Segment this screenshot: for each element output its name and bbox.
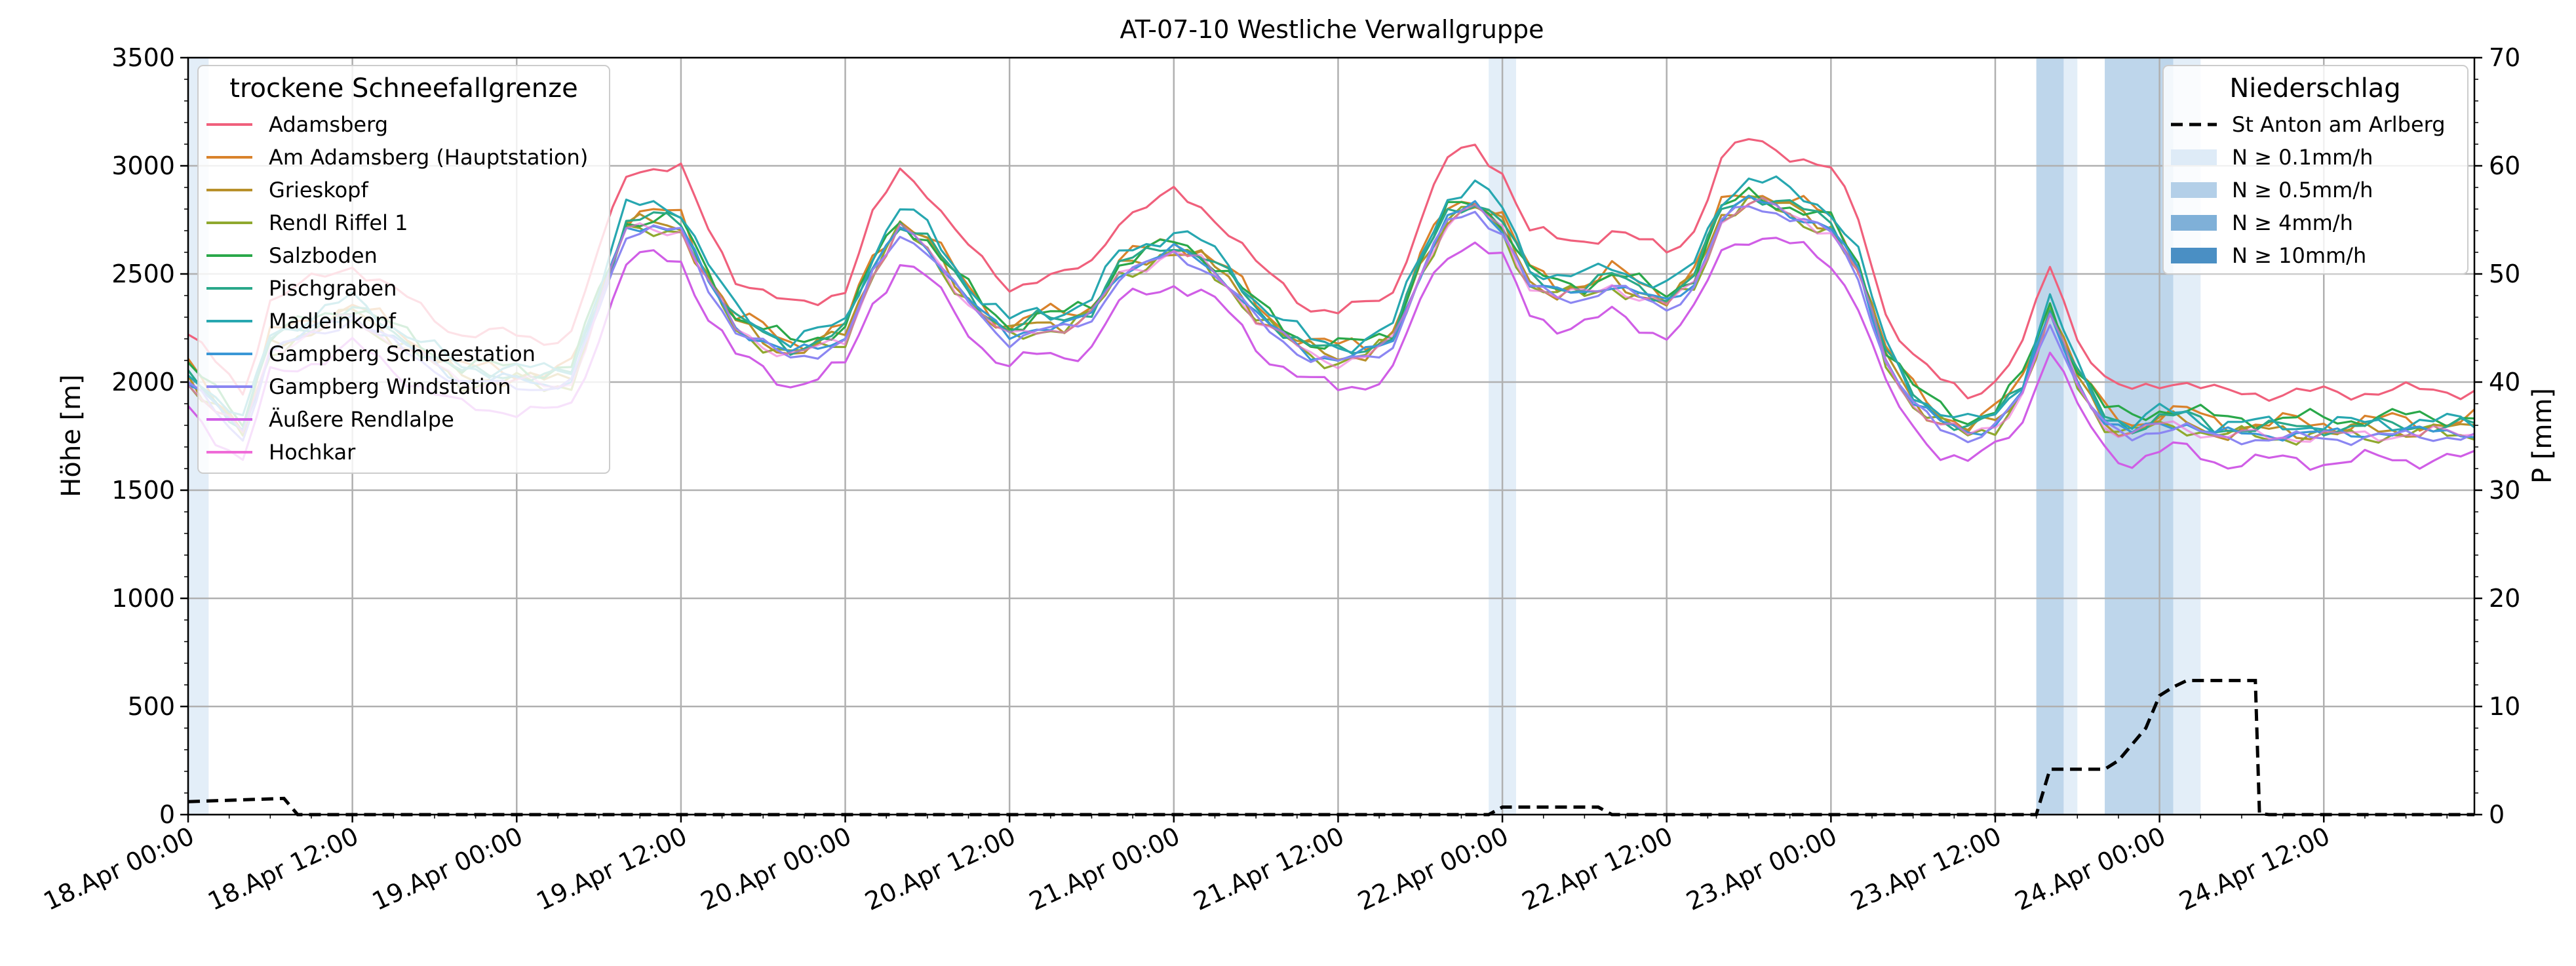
legend-label: Salzboden	[269, 243, 378, 268]
y-tick-label-right: 10	[2489, 692, 2520, 721]
y-tick-label-left: 1000	[111, 584, 175, 613]
y-axis-label-right: P [mm]	[2527, 388, 2558, 484]
x-tick-label: 19.Apr 00:00	[368, 821, 527, 916]
legend-swatch	[2171, 149, 2217, 165]
x-tick-label: 23.Apr 12:00	[1846, 821, 2006, 916]
y-tick-label-right: 50	[2489, 260, 2520, 288]
legend-label: N ≥ 0.5mm/h	[2232, 178, 2373, 203]
y-tick-label-left: 3000	[111, 151, 175, 180]
plot-frame	[187, 56, 2476, 816]
legend-swatch	[2171, 248, 2217, 263]
x-tick-label: 23.Apr 00:00	[1682, 821, 1841, 916]
legend-label: Gampberg Windstation	[269, 374, 511, 399]
x-tick-label: 20.Apr 00:00	[696, 821, 855, 916]
legend-label: Äußere Rendlalpe	[269, 407, 454, 432]
legend-left-title: trockene Schneefallgrenze	[229, 73, 577, 104]
legend-label: Pischgraben	[269, 276, 397, 301]
y-tick-label-right: 20	[2489, 584, 2520, 613]
legend-right-title: Niederschlag	[2229, 73, 2400, 104]
legend-label: N ≥ 10mm/h	[2232, 243, 2366, 268]
x-tick-label: 18.Apr 12:00	[203, 821, 362, 916]
x-tick-label: 21.Apr 12:00	[1189, 821, 1348, 916]
y-tick-label-left: 2500	[111, 260, 175, 288]
legend-swatch	[2171, 215, 2217, 231]
x-tick-label: 18.Apr 00:00	[39, 821, 199, 916]
x-tick-label: 24.Apr 12:00	[2175, 821, 2334, 916]
legend-label: N ≥ 0.1mm/h	[2232, 145, 2373, 170]
chart-title: AT-07-10 Westliche Verwallgruppe	[1120, 15, 1544, 44]
legend-label: Rendl Riffel 1	[269, 210, 408, 235]
y-tick-label-left: 500	[127, 692, 175, 721]
y-tick-label-left: 2000	[111, 368, 175, 396]
legend-label: Madleinkopf	[269, 309, 397, 334]
legend-label: Am Adamsberg (Hauptstation)	[269, 145, 588, 170]
legend-left-box	[197, 65, 610, 474]
y-tick-label-right: 0	[2489, 800, 2505, 829]
precip-band	[2036, 58, 2064, 815]
legend-label: Grieskopf	[269, 178, 368, 203]
legend-left: trockene Schneefallgrenze Adamsberg Am Ad…	[197, 65, 610, 474]
legend-label: Gampberg Schneestation	[269, 341, 536, 366]
y-axis-label-left: Höhe [m]	[56, 374, 87, 497]
y-tick-label-left: 0	[159, 800, 175, 829]
y-tick-label-left: 3500	[111, 43, 175, 72]
legend-right-box	[2162, 65, 2469, 275]
legend-label: Adamsberg	[269, 112, 388, 137]
y-tick-label-right: 30	[2489, 476, 2520, 505]
legend-label: St Anton am Arlberg	[2232, 112, 2446, 137]
y-tick-label-right: 70	[2489, 43, 2520, 72]
x-tick-label: 19.Apr 12:00	[532, 821, 692, 916]
legend-swatch	[2171, 182, 2217, 198]
precip-cumulative-line	[187, 678, 2474, 817]
legend-label: N ≥ 4mm/h	[2232, 210, 2353, 235]
x-tick-label: 22.Apr 00:00	[1354, 821, 1513, 916]
y-tick-label-right: 60	[2489, 151, 2520, 180]
x-tick-label: 20.Apr 12:00	[861, 821, 1020, 916]
x-tick-label: 24.Apr 00:00	[2010, 821, 2170, 916]
precipitation-line	[187, 678, 2474, 817]
legend-label: Hochkar	[269, 440, 356, 465]
y-tick-label-right: 40	[2489, 368, 2520, 396]
legend-right: Niederschlag St Anton am Arlberg N ≥ 0.1m…	[2162, 65, 2469, 275]
precip-band	[2063, 58, 2078, 815]
x-tick-label: 21.Apr 00:00	[1025, 821, 1184, 916]
x-tick-label: 22.Apr 12:00	[1517, 821, 1677, 916]
y-tick-label-left: 1500	[111, 476, 175, 505]
